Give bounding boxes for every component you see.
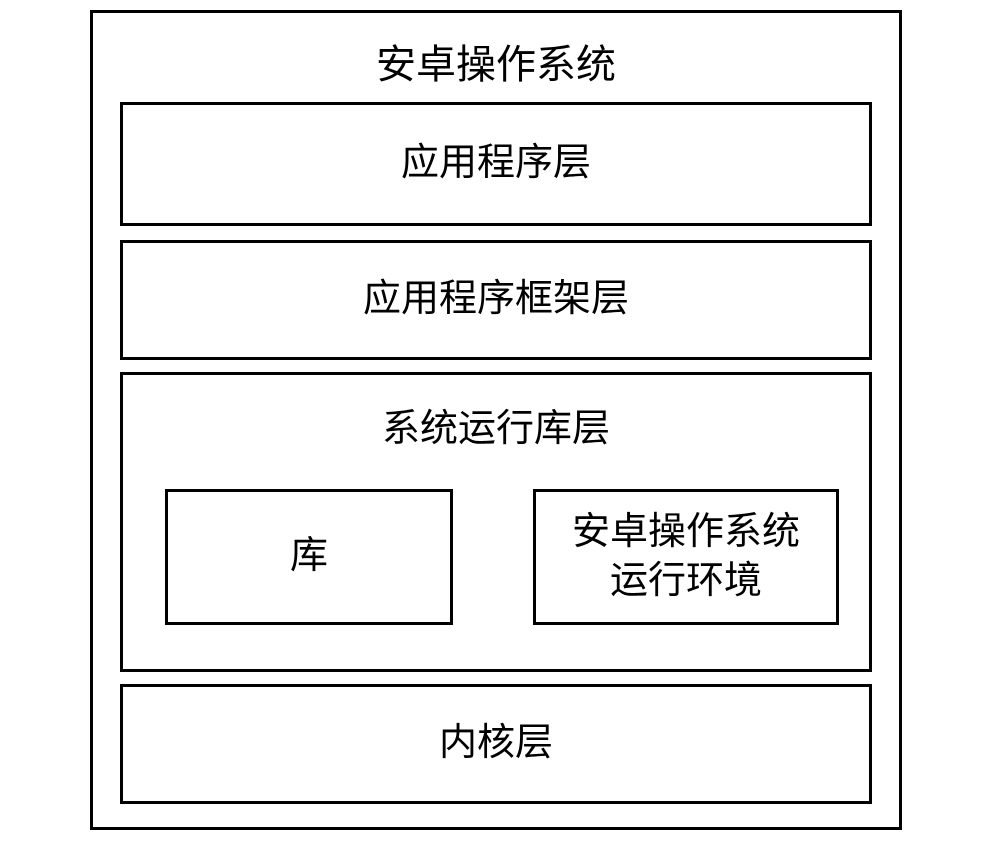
kernel-layer-label: 内核层: [439, 719, 553, 768]
framework-layer: 应用程序框架层: [120, 240, 872, 360]
library-label: 库: [290, 532, 328, 581]
runtime-layer-title-area: 系统运行库层: [123, 405, 869, 454]
library-box: 库: [165, 489, 453, 625]
runtime-layer: 系统运行库层 库 安卓操作系统 运行环境: [120, 372, 872, 672]
runtime-layer-title: 系统运行库层: [382, 408, 610, 450]
diagram-title-area: 安卓操作系统: [93, 39, 899, 91]
application-layer: 应用程序层: [120, 102, 872, 226]
kernel-layer: 内核层: [120, 684, 872, 804]
framework-layer-label: 应用程序框架层: [363, 275, 629, 324]
android-runtime-box: 安卓操作系统 运行环境: [533, 489, 839, 625]
diagram-title: 安卓操作系统: [376, 42, 616, 87]
android-runtime-label: 安卓操作系统 运行环境: [572, 508, 800, 607]
application-layer-label: 应用程序层: [401, 139, 591, 188]
